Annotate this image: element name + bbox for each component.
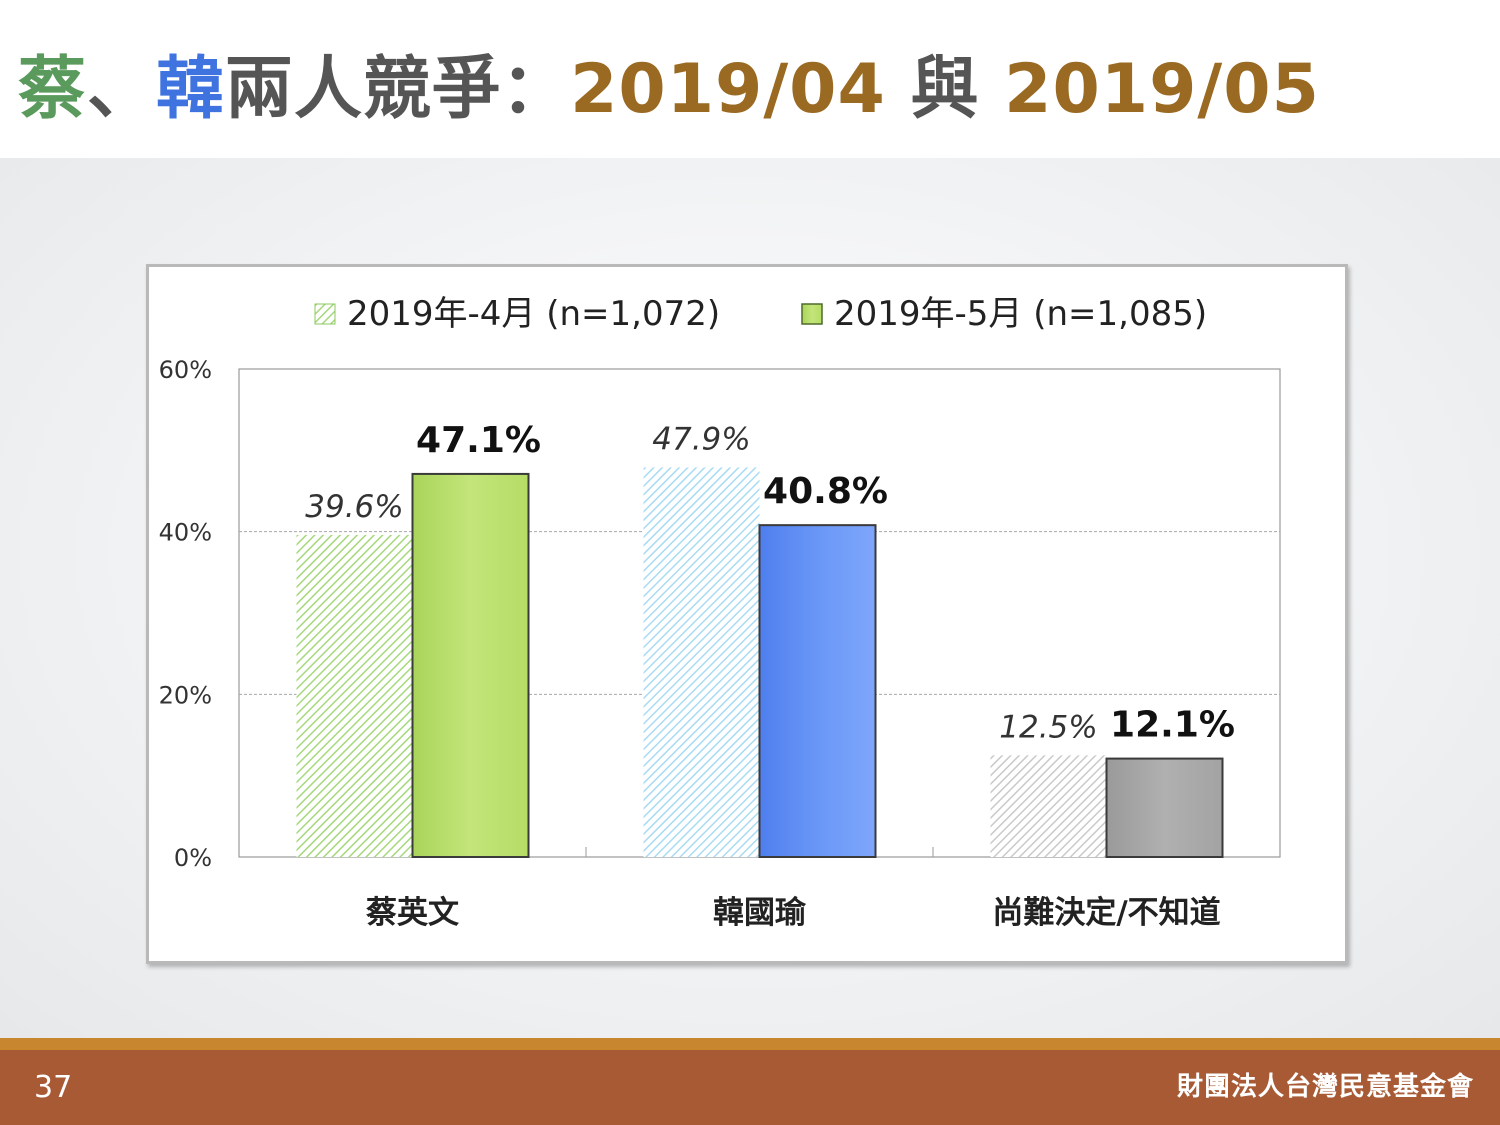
bars	[296, 467, 1224, 858]
page-number: 37	[34, 1070, 73, 1105]
legend-label-may: 2019年-5月 (n=1,085)	[834, 294, 1207, 334]
y-tick-label: 60%	[159, 356, 212, 384]
legend-swatch-may	[801, 303, 823, 325]
footer-accent-line	[0, 1038, 1500, 1050]
category-label: 尚難決定/不知道	[992, 895, 1220, 931]
data-label-april: 47.9%	[652, 421, 750, 457]
slide-title: 蔡、韓兩人競爭：2019/04 與 2019/05	[18, 40, 1320, 140]
legend-label-april: 2019年-4月 (n=1,072)	[347, 294, 720, 334]
bar-may	[411, 472, 530, 858]
title-date-april: 2019/04	[570, 50, 886, 129]
title-tsai: 蔡	[18, 50, 88, 129]
title-separator: 、	[87, 50, 157, 129]
title-competition: 兩人競爭：	[225, 50, 571, 129]
data-label-april: 12.5%	[999, 709, 1097, 745]
bar-april	[990, 755, 1107, 857]
data-label-may: 47.1%	[416, 420, 541, 461]
bar-may	[1105, 757, 1224, 858]
category-label: 蔡英文	[366, 895, 459, 931]
title-date-may: 2019/05	[1004, 50, 1320, 129]
category-labels: 蔡英文 韓國瑜 尚難決定/不知道	[366, 895, 1221, 931]
data-label-may: 40.8%	[763, 471, 888, 512]
data-label-may: 12.1%	[1110, 705, 1235, 746]
footer-bar	[0, 1050, 1500, 1125]
bar-may	[758, 524, 877, 858]
data-labels: 39.6% 47.1% 47.9% 40.8% 12.5% 12.1%	[305, 420, 1235, 746]
category-label: 韓國瑜	[713, 895, 807, 931]
chart-frame: 2019年-4月 (n=1,072) 2019年-5月 (n=1,085) 0%…	[146, 264, 1348, 964]
y-tick-label: 20%	[159, 681, 212, 709]
title-han: 韓	[156, 50, 226, 129]
bar-april	[296, 534, 413, 857]
organization-name: 財團法人台灣民意基金會	[1176, 1072, 1474, 1102]
y-tick-label: 0%	[174, 844, 212, 872]
legend-swatch-april	[314, 303, 336, 325]
y-tick-label: 40%	[159, 519, 212, 547]
bar-april	[643, 467, 760, 857]
bar-chart: 2019年-4月 (n=1,072) 2019年-5月 (n=1,085) 0%…	[159, 294, 1281, 931]
data-label-april: 39.6%	[305, 489, 403, 525]
legend: 2019年-4月 (n=1,072) 2019年-5月 (n=1,085)	[314, 294, 1207, 334]
title-conjunction: 與	[885, 50, 1005, 129]
